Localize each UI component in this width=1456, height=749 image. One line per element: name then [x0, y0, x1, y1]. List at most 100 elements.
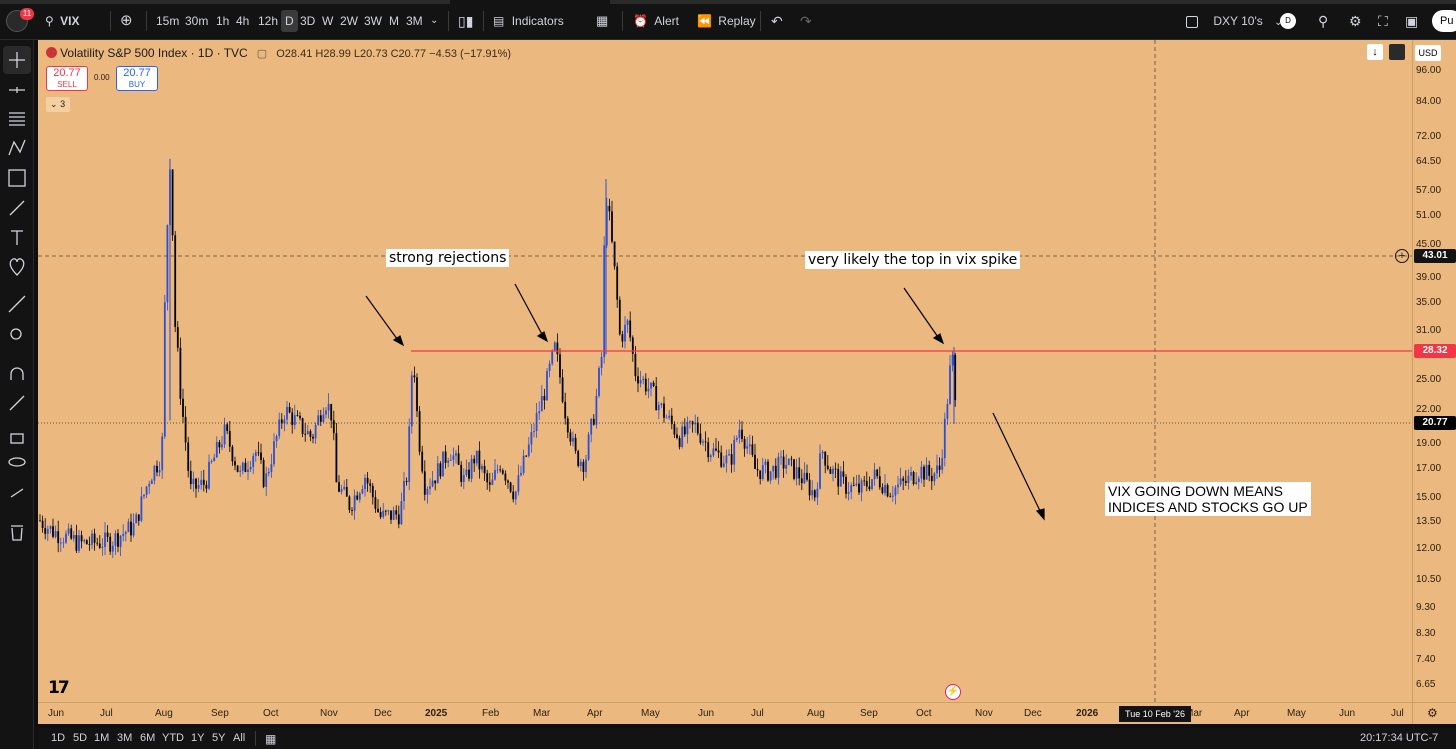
range-5d[interactable]: 5D: [73, 732, 88, 744]
chart-pane[interactable]: Volatility S&P 500 Index · 1D · TVC ▢ O2…: [38, 40, 1412, 702]
interval-w[interactable]: W: [322, 14, 334, 28]
candle-body: [288, 406, 291, 413]
candle-body: [106, 532, 109, 537]
chart-menu-button[interactable]: [1389, 44, 1405, 60]
candle-body: [44, 528, 47, 534]
sell-button[interactable]: 20.77 SELL: [46, 66, 88, 91]
alert-button[interactable]: ⏰ Alert: [633, 10, 679, 32]
currency-button[interactable]: USD: [1415, 45, 1441, 61]
publish-button[interactable]: Pu: [1432, 10, 1456, 32]
text-icon[interactable]: [11, 230, 23, 245]
price-axis[interactable]: USD 96.00 84.00 72.00 64.50 57.00 51.00 45.00 3…: [1412, 40, 1456, 702]
candles-icon[interactable]: ▯▮: [458, 13, 474, 29]
brush-icon[interactable]: [9, 200, 25, 216]
candle-body: [629, 320, 632, 338]
candle-body: [743, 438, 746, 449]
interval-30m[interactable]: 30m: [185, 14, 209, 28]
sell-price: 20.77: [53, 67, 81, 79]
heart-icon[interactable]: [9, 258, 25, 276]
annotation-top[interactable]: very likely the top in vix spike: [805, 251, 1021, 269]
range-1y[interactable]: 1Y: [191, 732, 205, 744]
gear-icon[interactable]: ⚙: [1427, 706, 1438, 720]
pattern-icon[interactable]: [8, 139, 26, 156]
interval-4h[interactable]: 4h: [236, 14, 250, 28]
fullscreen-icon[interactable]: ⛶: [1378, 13, 1388, 29]
interval-3w[interactable]: 3W: [364, 14, 382, 28]
add-symbol-icon[interactable]: ⊕: [120, 12, 133, 29]
interval-m[interactable]: M: [389, 14, 399, 28]
quick-search-icon[interactable]: ⚲: [1318, 13, 1329, 29]
range-1d[interactable]: 1D: [51, 732, 66, 744]
interval-d[interactable]: D: [281, 10, 298, 32]
buy-button[interactable]: 20.77 BUY: [116, 66, 158, 91]
legend-settings-icon[interactable]: ▢: [256, 48, 268, 60]
candle-body: [301, 418, 304, 434]
settings-icon[interactable]: ⚙: [1349, 13, 1362, 29]
candle-body: [358, 493, 361, 500]
time-label: Dec: [374, 708, 392, 719]
candle-body: [93, 533, 96, 543]
range-1m[interactable]: 1M: [94, 732, 110, 744]
range-6m[interactable]: 6M: [140, 732, 156, 744]
compare-button[interactable]: DXY 10's ⌄: [1186, 10, 1283, 32]
eye-icon[interactable]: [8, 457, 26, 467]
compare-badge[interactable]: D: [1280, 13, 1296, 29]
indicators-button[interactable]: ▤ Indicators: [493, 10, 564, 32]
chevron-down-icon: ⌄: [1274, 17, 1283, 28]
lock-icon[interactable]: [10, 433, 24, 444]
candle-body: [501, 470, 504, 474]
candle-body: [221, 444, 223, 448]
magnet-icon[interactable]: [10, 367, 24, 380]
interval-15m[interactable]: 15m: [156, 14, 180, 28]
candle-body: [858, 483, 860, 493]
eraser-icon[interactable]: [9, 395, 25, 411]
annotation-rejections[interactable]: strong rejections: [386, 249, 510, 267]
annotation-vix-down[interactable]: VIX GOING DOWN MEANS INDICES AND STOCKS …: [1105, 482, 1311, 516]
interval-3d[interactable]: 3D: [300, 14, 316, 28]
candle-body: [543, 396, 546, 401]
interval-1h[interactable]: 1h: [216, 14, 230, 28]
ruler-icon[interactable]: [8, 295, 26, 313]
tradingview-logo[interactable]: 17: [48, 678, 70, 698]
zoom-icon[interactable]: [10, 328, 22, 340]
calendar-icon[interactable]: ▦: [265, 732, 277, 746]
indicators-collapse-button[interactable]: ⌄ 3: [46, 97, 70, 112]
time-axis[interactable]: Jun Jul Aug Sep Oct Nov Dec 2025 Feb Mar Apr May Jun…: [38, 702, 1412, 724]
candle-body: [938, 465, 941, 470]
chevron-down-icon[interactable]: ⌄: [430, 15, 439, 26]
range-3m[interactable]: 3M: [117, 732, 133, 744]
candle-body: [891, 495, 894, 497]
interval-2w[interactable]: 2W: [340, 14, 358, 28]
trash-icon[interactable]: [11, 525, 23, 541]
layouts-icon[interactable]: ▦: [596, 13, 609, 28]
interval-3m[interactable]: 3M: [406, 14, 423, 28]
scroll-down-button[interactable]: ↓: [1367, 44, 1383, 60]
candle-body: [699, 433, 702, 443]
candle-body: [111, 545, 114, 552]
candle-body: [52, 526, 54, 537]
crosshair-plus-icon[interactable]: +: [1395, 249, 1409, 263]
trend-line-icon[interactable]: [9, 87, 25, 93]
candle-body: [395, 510, 398, 515]
range-5y[interactable]: 5Y: [212, 732, 226, 744]
undo-icon[interactable]: ↶: [771, 13, 783, 29]
crosshair-icon[interactable]: [9, 52, 25, 68]
forecast-icon[interactable]: [8, 169, 26, 187]
camera-icon[interactable]: ▣: [1405, 13, 1419, 29]
candle-body: [829, 468, 832, 474]
fib-icon[interactable]: [9, 112, 25, 126]
candle-body: [114, 533, 117, 546]
link-icon[interactable]: [10, 488, 24, 498]
interval-12h[interactable]: 12h: [258, 14, 279, 28]
symbol-search[interactable]: ⚲ VIX: [45, 10, 79, 32]
lightning-icon[interactable]: ⚡: [945, 684, 961, 700]
candle-body: [673, 424, 676, 435]
range-all[interactable]: All: [233, 732, 246, 744]
crosshair-date-tag: Tue 10 Feb '26: [1119, 706, 1191, 722]
price-label: 12.00: [1416, 543, 1442, 555]
candle-body: [228, 431, 231, 447]
range-ytd[interactable]: YTD: [162, 732, 184, 744]
replay-button[interactable]: ⏪ Replay: [697, 10, 756, 32]
redo-icon[interactable]: ↷: [800, 13, 812, 29]
candle-body: [309, 431, 312, 437]
